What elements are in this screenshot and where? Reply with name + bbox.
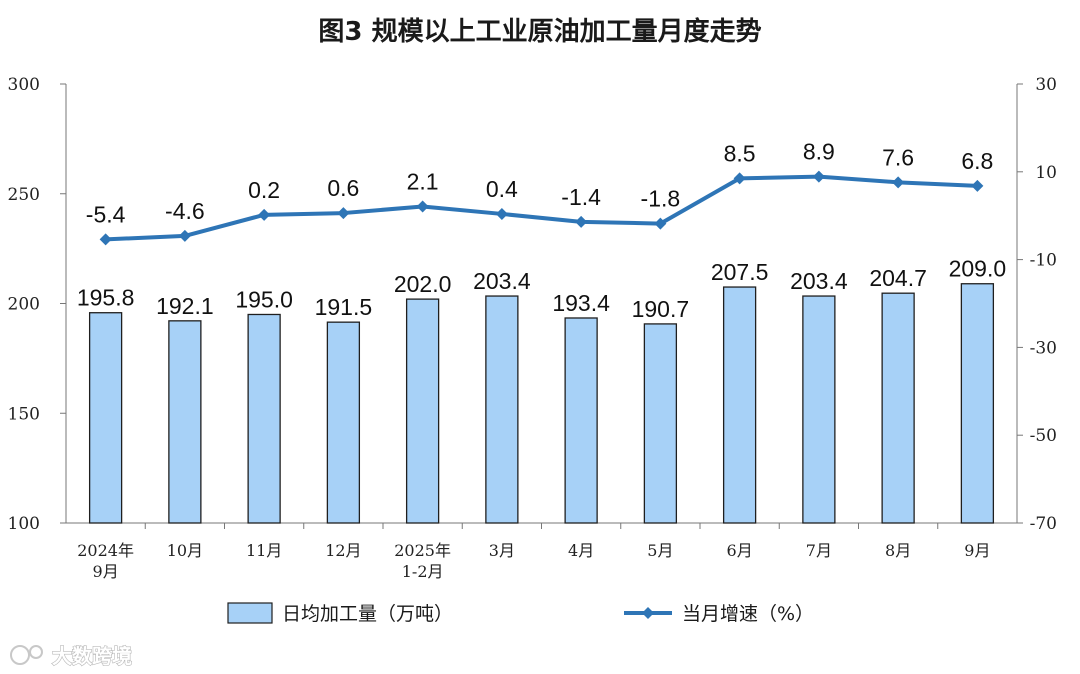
bar (960, 283, 995, 524)
line-data-label: 6.8 (961, 148, 993, 174)
bar-labels: 195.8 192.1 195.0 191.5 202.0 203.4 193.4 190.7… (77, 256, 1006, 322)
bar-data-label: 207.5 (711, 259, 769, 285)
chart-title: 图3 规模以上工业原油加工量月度走势 (318, 16, 761, 47)
bar-data-label: 192.1 (156, 293, 214, 319)
category-label: 6月 (727, 541, 753, 560)
line-point (495, 207, 508, 220)
category-label: 5月 (647, 541, 673, 560)
watermark-logo-icon (10, 645, 30, 665)
bar (802, 295, 836, 524)
legend-bar-label: 日均加工量（万吨） (282, 603, 453, 625)
bar (485, 295, 519, 524)
category-label: 7月 (806, 541, 832, 560)
watermark-text: 大数跨境 (52, 644, 132, 668)
bar-data-label: 209.0 (949, 256, 1007, 282)
category-label: 3月 (489, 541, 515, 560)
line-series (99, 170, 984, 246)
left-tick-label: 100 (8, 514, 40, 534)
line-point (575, 215, 588, 228)
left-tick-label: 300 (8, 75, 40, 95)
legend-line-marker (642, 607, 654, 619)
category-axis: 2024年 9月 10月 11月 12月 2025年 1-2月 3月 4月 5月 6月 7月 8月 9月 (77, 541, 990, 581)
line-point (733, 172, 746, 185)
right-tick-label: -70 (1030, 514, 1057, 534)
bar (247, 313, 281, 524)
bar (564, 317, 598, 524)
line-point (99, 233, 112, 246)
line-point (416, 200, 429, 213)
line-data-label: 0.2 (248, 177, 280, 203)
category-label: 11月 (246, 541, 282, 560)
bar (881, 292, 915, 524)
line-point (812, 170, 825, 183)
bar (643, 323, 678, 524)
category-label: 8月 (885, 541, 911, 560)
line-point (892, 176, 905, 189)
right-tick-label: 10 (1035, 163, 1057, 183)
growth-line (105, 174, 978, 242)
line-data-label: -4.6 (165, 198, 205, 224)
line-data-label: 0.4 (486, 176, 518, 202)
bar-data-label: 203.4 (790, 268, 848, 294)
line-data-label: 8.5 (724, 140, 756, 166)
right-axis: 30 10 -10 -30 -50 -70 (1017, 75, 1057, 534)
right-tick-label: -50 (1030, 426, 1057, 446)
bar-data-label: 203.4 (473, 268, 531, 294)
category-label: 9月 (93, 562, 119, 581)
right-tick-label: -10 (1030, 251, 1057, 271)
category-label: 12月 (325, 541, 361, 560)
left-tick-label: 200 (8, 295, 40, 315)
line-point (337, 207, 350, 220)
line-data-label: -5.4 (86, 201, 126, 227)
legend-line-label: 当月增速（%） (682, 603, 814, 625)
bar (88, 312, 123, 524)
bar-data-label: 190.7 (632, 296, 690, 322)
bar (168, 320, 202, 524)
bar (326, 321, 361, 524)
watermark: 大数跨境 (10, 643, 133, 669)
category-label: 4月 (568, 541, 594, 560)
left-tick-label: 250 (8, 185, 40, 205)
legend: 日均加工量（万吨） 当月增速（%） (227, 602, 814, 625)
bar-data-label: 202.0 (394, 271, 452, 297)
line-data-label: 7.6 (882, 144, 914, 170)
line-data-label: 8.9 (803, 139, 835, 165)
left-axis: 300 250 200 150 100 (8, 75, 66, 534)
bar-data-label: 193.4 (552, 290, 610, 316)
bar (722, 286, 757, 524)
line-data-label: 0.6 (327, 175, 359, 201)
watermark-logo-icon-small (29, 645, 43, 659)
line-data-label: -1.8 (641, 186, 681, 212)
line-point (971, 179, 984, 192)
bar-data-label: 204.7 (869, 265, 927, 291)
line-data-label: -1.4 (561, 184, 601, 210)
right-tick-label: 30 (1035, 75, 1057, 95)
category-label: 2024年 (77, 541, 134, 560)
bar (405, 298, 440, 524)
bar-series (88, 283, 995, 524)
right-tick-label: -30 (1030, 338, 1057, 358)
line-data-label: 2.1 (407, 168, 439, 194)
bar-data-label: 195.8 (77, 285, 135, 311)
line-labels: -5.4 -4.6 0.2 0.6 2.1 0.4 -1.4 -1.8 8.5 8.9 7.6 6.8 (86, 139, 994, 228)
category-label: 2025年 (394, 541, 451, 560)
bar-data-label: 191.5 (315, 294, 373, 320)
legend-bar-swatch (227, 602, 273, 624)
line-point (258, 208, 271, 221)
category-label: 1-2月 (402, 562, 444, 581)
category-label: 9月 (964, 541, 990, 560)
bar-data-label: 195.0 (235, 286, 293, 312)
left-tick-label: 150 (8, 404, 40, 424)
line-point (654, 217, 667, 230)
category-label: 10月 (167, 541, 203, 560)
line-point (178, 229, 191, 242)
